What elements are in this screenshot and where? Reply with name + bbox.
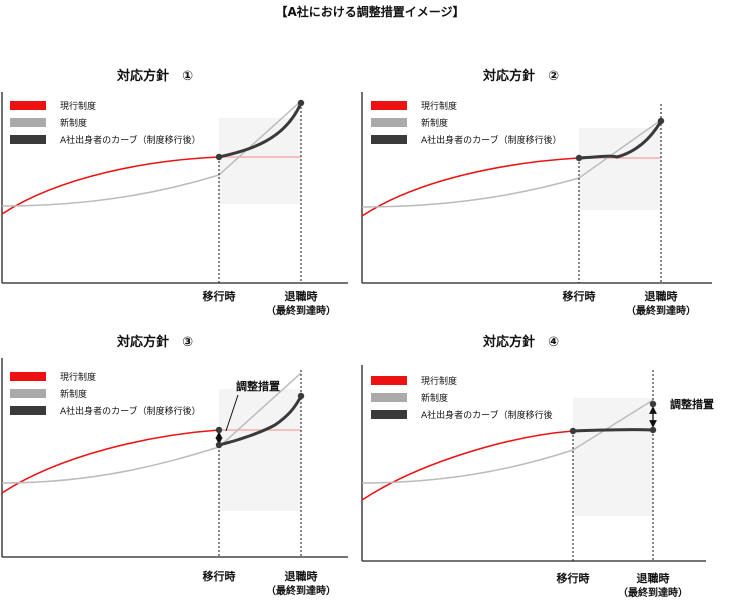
panel-2-current-curve	[361, 157, 580, 217]
legend-swatch-new	[371, 393, 407, 402]
legend-swatch-company	[371, 135, 407, 144]
panel-2-legend: 現行制度 新制度 A社出身者のカーブ（制度移行後）	[371, 100, 562, 146]
panel-2-label-transition: 移行時	[563, 289, 596, 303]
panel-4-company-curve	[572, 428, 654, 433]
legend-swatch-company	[10, 406, 46, 415]
panel-3-legend: 現行制度 新制度 A社出身者のカーブ（制度移行後）	[10, 371, 201, 417]
page-title: 【A社における調整措置イメージ】	[275, 4, 464, 19]
panel-1-shaded-area	[219, 118, 301, 204]
panel-3-label-transition: 移行時	[203, 569, 236, 583]
panel-3-transition-point-upper	[215, 426, 223, 434]
panel-2: 対応方針 ② 現行制度 新制度 A社出身者のカーブ（制度移行後） 移行時 退職時…	[361, 68, 712, 317]
panel-3-new-curve	[1, 372, 302, 484]
panel-3-retire-point	[297, 392, 305, 400]
panel-1-new-curve	[1, 100, 302, 207]
panel-4-label-transition: 移行時	[557, 571, 590, 585]
panel-4-shaded-area	[573, 398, 653, 516]
panel-3-title: 対応方針 ③	[116, 334, 193, 350]
legend-label-new: 新制度	[60, 388, 87, 400]
panel-3-adjust-leader	[225, 394, 239, 432]
legend-swatch-new	[10, 118, 46, 127]
panel-4-current-curve	[361, 430, 574, 501]
panel-1-label-retire: 退職時	[285, 289, 318, 303]
panel-4-adjust-label: 調整措置	[670, 397, 714, 411]
panel-1-label-retire-final: （最終到達時）	[266, 304, 336, 317]
legend-label-company: A社出身者のカーブ（制度移行後）	[421, 134, 562, 146]
panel-4-label-retire: 退職時	[637, 571, 670, 585]
panel-3: 対応方針 ③ 現行制度 新制度 A社出身者のカーブ（制度移行後） 調整措置 移行…	[1, 334, 348, 597]
panel-2-title: 対応方針 ②	[482, 68, 559, 84]
legend-swatch-company	[371, 410, 407, 419]
legend-swatch-new	[371, 118, 407, 127]
panel-4-legend: 現行制度 新制度 A社出身者のカーブ（制度移行後	[371, 375, 553, 421]
panel-4-title: 対応方針 ④	[482, 334, 559, 350]
panel-4-new-curve	[361, 399, 654, 484]
legend-label-current: 現行制度	[60, 100, 96, 112]
panel-4-retire-point-upper	[649, 400, 657, 408]
legend-label-new: 新制度	[60, 117, 87, 129]
legend-swatch-current	[10, 372, 46, 381]
panel-2-transition-point	[575, 154, 583, 162]
panel-4-label-retire-final: （最終到達時）	[618, 586, 688, 599]
legend-label-current: 現行制度	[421, 100, 457, 112]
legend-label-new: 新制度	[421, 392, 448, 404]
panel-4-retire-point-lower	[649, 426, 657, 434]
panel-1-label-transition: 移行時	[203, 289, 236, 303]
legend-swatch-current	[371, 101, 407, 110]
panel-4: 対応方針 ④ 現行制度 新制度 A社出身者のカーブ（制度移行後 調整措置 移行時…	[361, 334, 714, 599]
panel-1-current-curve	[1, 156, 220, 215]
panel-2-label-retire: 退職時	[645, 289, 678, 303]
legend-swatch-current	[371, 376, 407, 385]
panel-3-transition-point-lower	[215, 441, 223, 449]
legend-label-current: 現行制度	[421, 375, 457, 387]
panel-3-shaded-area	[219, 389, 301, 511]
panel-4-transition-point	[569, 427, 577, 435]
legend-swatch-current	[10, 101, 46, 110]
panel-1-legend: 現行制度 新制度 A社出身者のカーブ（制度移行後）	[10, 100, 201, 146]
legend-label-company: A社出身者のカーブ（制度移行後）	[60, 405, 201, 417]
panel-1: 対応方針 ① 現行制度 新制度 A社出身者のカーブ（制度移行後） 移行時 退職時…	[1, 68, 348, 317]
panel-3-company-curve	[218, 395, 303, 447]
legend-swatch-company	[10, 135, 46, 144]
panel-2-company-curve	[578, 120, 663, 160]
panel-3-current-curve	[1, 429, 220, 494]
legend-label-company: A社出身者のカーブ（制度移行後）	[60, 134, 201, 146]
panel-1-title: 対応方針 ①	[116, 68, 193, 84]
panel-3-label-retire-final: （最終到達時）	[266, 584, 336, 597]
legend-swatch-new	[10, 389, 46, 398]
panel-3-adjust-label: 調整措置	[236, 379, 280, 393]
legend-label-current: 現行制度	[60, 371, 96, 383]
panel-1-retire-point	[297, 99, 305, 107]
panel-1-company-curve	[218, 102, 303, 159]
legend-label-new: 新制度	[421, 117, 448, 129]
panel-3-label-retire: 退職時	[285, 569, 318, 583]
panel-2-new-curve	[361, 119, 662, 208]
panel-2-retire-point	[657, 117, 665, 125]
panel-1-transition-point	[215, 153, 223, 161]
panel-2-label-retire-final: （最終到達時）	[626, 304, 696, 317]
legend-label-company: A社出身者のカーブ（制度移行後	[421, 409, 553, 421]
